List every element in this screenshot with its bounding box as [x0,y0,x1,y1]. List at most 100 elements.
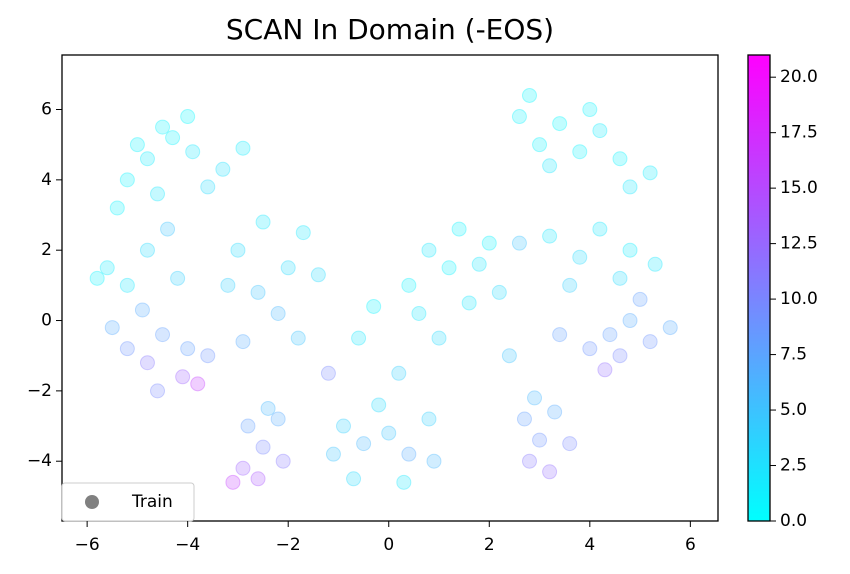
point [119,341,135,357]
point [552,116,568,132]
point [511,235,527,251]
point [622,313,638,329]
colorbar-tick-label: 5.0 [780,400,807,420]
point [200,348,216,364]
point [180,341,196,357]
point [612,151,628,167]
point [612,348,628,364]
point [160,221,176,237]
point [592,221,608,237]
colorbar-tick-label: 2.5 [780,456,807,476]
point [295,225,311,241]
x-tick-label: 6 [685,535,696,555]
point [165,130,181,146]
point [230,242,246,258]
point [366,298,382,314]
point [391,365,407,381]
point [542,228,558,244]
point [642,165,658,181]
point [562,436,578,452]
point [89,270,105,286]
x-tick-label: 2 [484,535,495,555]
point [99,260,115,276]
point [552,327,568,343]
point [275,453,291,469]
y-tick-label: 6 [41,100,52,120]
point [501,348,517,364]
point [647,256,663,272]
point [451,221,467,237]
colorbar-tick-label: 7.5 [780,345,807,365]
point [441,260,457,276]
point [662,320,678,336]
point [431,330,447,346]
point [260,400,276,416]
point [270,305,286,321]
legend-label: Train [131,492,173,512]
point [170,270,186,286]
point [532,432,548,448]
point [180,109,196,125]
point [250,471,266,487]
y-tick-label: −4 [27,451,52,471]
point [582,102,598,118]
point [200,179,216,195]
point [582,341,598,357]
point [481,235,497,251]
point [119,172,135,188]
point [235,460,251,476]
point [190,376,206,392]
point [622,179,638,195]
colorbar-tick-label: 10.0 [780,289,818,309]
point [547,404,563,420]
colorbar-tick-label: 20.0 [780,67,818,87]
point [220,277,236,293]
point [336,418,352,434]
point [381,425,397,441]
point [310,267,326,283]
legend-marker [85,495,99,509]
point [290,330,306,346]
point [542,158,558,174]
point [150,186,166,202]
point [396,474,412,490]
y-tick-label: 0 [41,311,52,331]
point [421,242,437,258]
point [155,119,171,135]
y-tick-label: −2 [27,381,52,401]
point [461,295,477,311]
colorbar-tick-label: 12.5 [780,234,818,254]
point [516,411,532,427]
point [521,453,537,469]
point [491,284,507,300]
point [104,320,120,336]
legend [61,482,195,522]
y-tick-label: 2 [41,240,52,260]
point [155,327,171,343]
point [250,284,266,300]
point [532,137,548,153]
point [129,137,145,153]
x-tick-label: 0 [383,535,394,555]
point [134,302,150,318]
point [139,151,155,167]
point [542,464,558,480]
point [320,365,336,381]
point [401,277,417,293]
point [371,397,387,413]
point [351,330,367,346]
x-tick-label: −2 [276,535,301,555]
colorbar-tick-label: 0.0 [780,511,807,531]
point [572,144,588,160]
point [109,200,125,216]
point [235,334,251,350]
point [622,242,638,258]
colorbar-tick-label: 17.5 [780,123,818,143]
point [527,390,543,406]
point [119,277,135,293]
plot-frame [61,54,719,522]
point [426,453,442,469]
point [175,369,191,385]
colorbar [747,54,771,522]
